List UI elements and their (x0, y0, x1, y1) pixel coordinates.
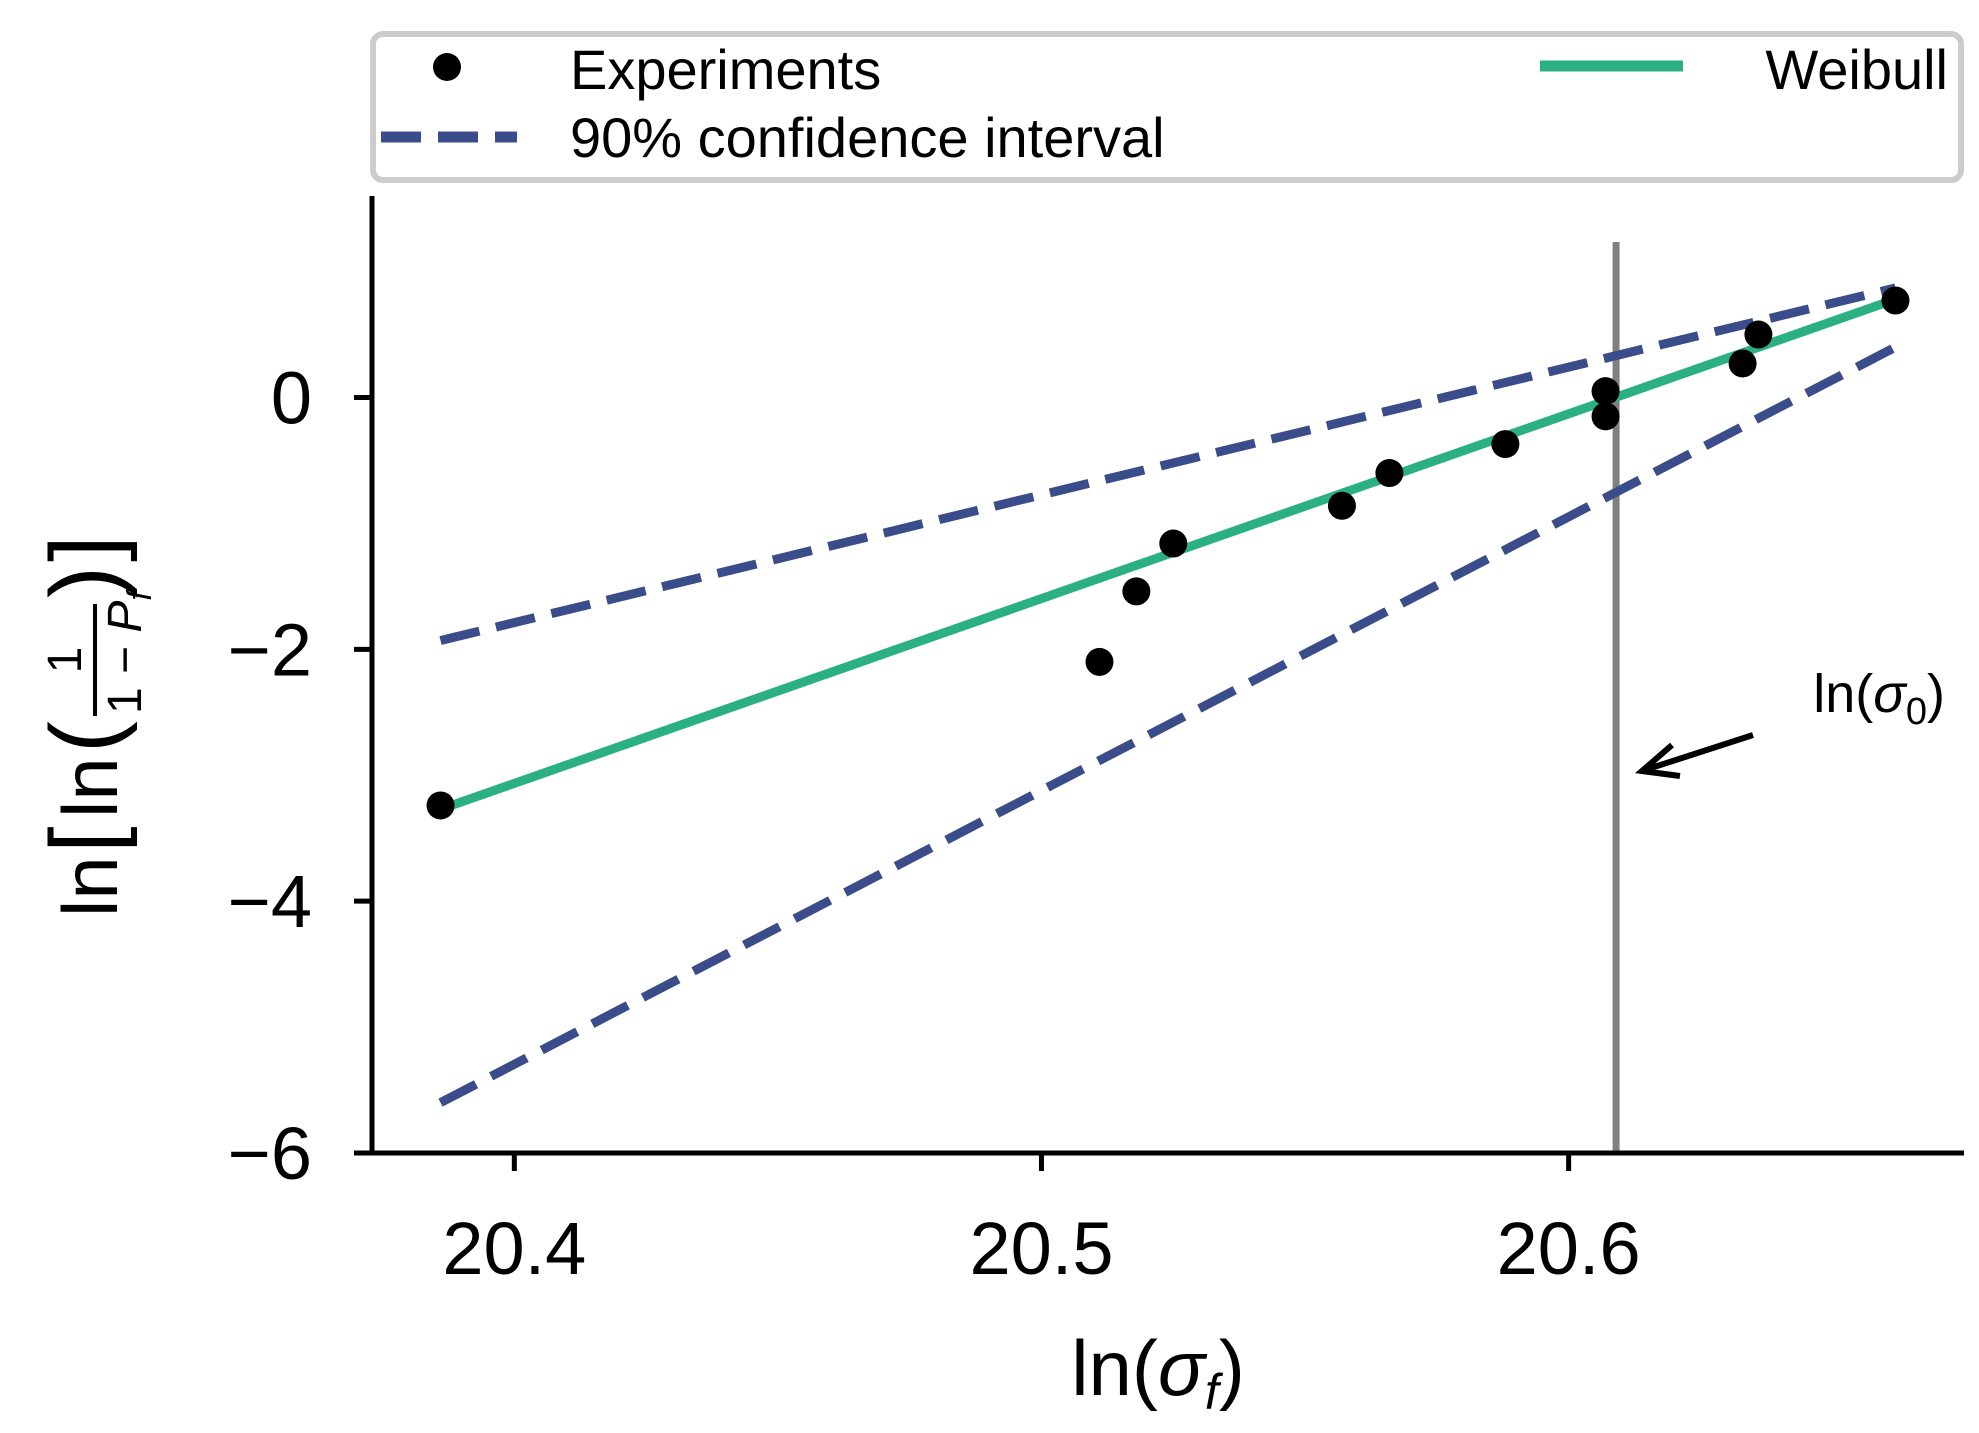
x-tick-label-0: 20.4 (442, 1207, 586, 1290)
experiment-point-12 (1881, 286, 1910, 315)
experiment-point-2 (1085, 647, 1114, 676)
experiment-point-6 (1375, 459, 1404, 488)
experiment-point-10 (1728, 349, 1757, 378)
y-axis-title: ln [ ln ( 1 1 − Pf ) ] (31, 535, 159, 917)
y-title-denominator: 1 − Pf (99, 588, 159, 714)
y-title-left-bracket: [ (31, 826, 138, 853)
x-axis-title: ln(σf) (1071, 1324, 1245, 1420)
x-tick-label-2: 20.6 (1497, 1207, 1641, 1290)
line-layer (438, 283, 1898, 1107)
y-title-numerator: 1 (39, 647, 92, 674)
experiment-point-9 (1591, 377, 1620, 406)
y-title-outer-ln: ln (46, 856, 134, 917)
x-tick-label-1: 20.5 (969, 1207, 1113, 1290)
y-tick-label-0: 0 (271, 356, 312, 439)
sigma0-annotation: ln(σ0) (1813, 664, 1945, 733)
y-tick-label-3: −6 (228, 1112, 312, 1195)
legend-label-weibull: Weibull (1765, 38, 1948, 101)
y-title-inner-ln: ln (46, 757, 134, 818)
sigma0-arrow-head (1634, 742, 1681, 779)
confidence-lower-line (438, 343, 1898, 1107)
sigma0-arrow-shaft (1647, 732, 1754, 772)
legend-label-experiments: Experiments (570, 38, 881, 101)
y-tick-label-2: −4 (228, 860, 312, 943)
y-title-right-bracket: ] (31, 535, 138, 562)
legend-label-confidence: 90% confidence interval (570, 106, 1165, 169)
experiment-point-7 (1491, 430, 1520, 459)
sigma0-arrow (1634, 732, 1754, 779)
experiment-point-1 (426, 791, 455, 820)
experiment-point-5 (1327, 491, 1356, 520)
experiment-point-8 (1591, 402, 1620, 431)
experiment-point-3 (1122, 577, 1151, 606)
y-title-left-paren: ( (31, 721, 138, 753)
y-tick-label-1: −2 (228, 608, 312, 691)
legend: Experiments Weibull 90% confidence inter… (370, 31, 1964, 183)
confidence-upper-line (439, 283, 1897, 645)
experiment-point-4 (1159, 529, 1188, 558)
point-layer (426, 286, 1910, 820)
y-title-right-paren: ) (31, 566, 138, 598)
legend-marker-experiments (433, 53, 461, 81)
experiment-point-11 (1744, 320, 1773, 349)
tick-layer: 20.4 20.5 20.6 0 −2 −4 −6 (228, 356, 1641, 1290)
